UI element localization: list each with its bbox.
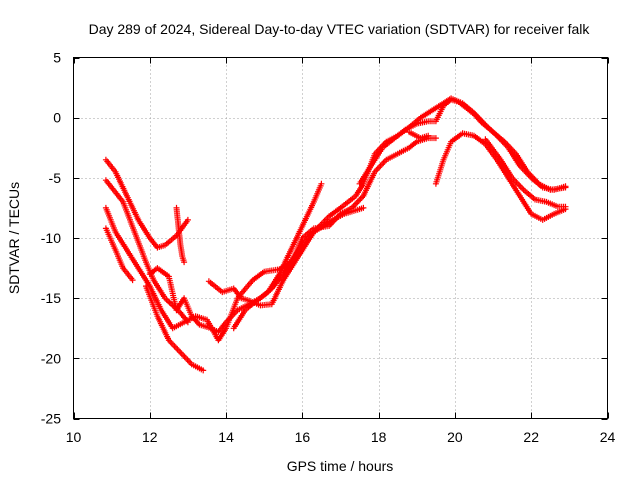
x-tick-label: 12 xyxy=(142,429,158,445)
series-track-4 xyxy=(102,225,136,284)
series-markers xyxy=(146,135,439,335)
series-markers xyxy=(230,180,325,332)
series-markers xyxy=(356,95,569,193)
x-tick-label: 20 xyxy=(447,429,463,445)
x-tick-label: 22 xyxy=(523,429,539,445)
x-axis-label: GPS time / hours xyxy=(287,458,394,474)
series-track-12 xyxy=(432,130,569,223)
series-markers xyxy=(406,129,432,142)
y-tick-label: -10 xyxy=(41,230,61,246)
chart-title: Day 289 of 2024, Sidereal Day-to-day VTE… xyxy=(89,21,591,37)
x-tick-label: 24 xyxy=(600,429,616,445)
x-tick-label: 14 xyxy=(218,429,234,445)
x-tick-labels: 10 12 14 16 18 20 22 24 xyxy=(66,429,616,445)
grid-lines xyxy=(73,57,608,419)
y-tick-labels: -25 -20 -15 -10 -5 0 5 xyxy=(41,50,61,427)
y-tick-label: -20 xyxy=(41,350,61,366)
y-tick-label: -15 xyxy=(41,290,61,306)
series-markers xyxy=(432,130,569,223)
data-series xyxy=(102,95,569,374)
y-tick-label: 0 xyxy=(53,110,61,126)
x-tick-label: 16 xyxy=(295,429,311,445)
series-markers xyxy=(102,225,136,284)
series-track-7 xyxy=(173,204,188,266)
x-tick-label: 10 xyxy=(66,429,82,445)
y-tick-label: 5 xyxy=(53,50,61,66)
y-tick-label: -5 xyxy=(49,170,62,186)
series-track-5 xyxy=(143,283,207,374)
series-markers xyxy=(173,204,188,266)
series-track-9 xyxy=(230,180,325,332)
series-track-6 xyxy=(146,135,439,335)
series-markers xyxy=(482,136,569,210)
x-tick-label: 18 xyxy=(371,429,387,445)
y-tick-label: -25 xyxy=(41,411,61,427)
y-axis-label: SDTVAR / TECUs xyxy=(6,182,22,294)
series-track-13 xyxy=(482,136,569,210)
series-markers xyxy=(143,283,207,374)
series-track-10 xyxy=(356,95,569,193)
series-track-11 xyxy=(406,129,432,142)
axis-ticks xyxy=(73,57,609,420)
